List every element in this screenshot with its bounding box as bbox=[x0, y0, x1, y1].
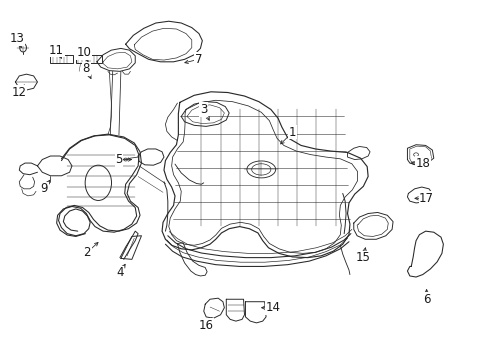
Text: 1: 1 bbox=[288, 126, 296, 139]
Text: 17: 17 bbox=[418, 192, 433, 205]
Text: 5: 5 bbox=[115, 153, 122, 166]
Polygon shape bbox=[125, 21, 202, 62]
Polygon shape bbox=[138, 149, 163, 165]
Text: 11: 11 bbox=[49, 44, 64, 57]
Polygon shape bbox=[162, 92, 367, 258]
Polygon shape bbox=[134, 28, 191, 60]
Text: 15: 15 bbox=[355, 251, 370, 264]
Polygon shape bbox=[353, 212, 392, 239]
Polygon shape bbox=[203, 298, 224, 318]
Polygon shape bbox=[245, 302, 265, 323]
Text: 6: 6 bbox=[422, 293, 429, 306]
Text: 4: 4 bbox=[116, 266, 123, 279]
Polygon shape bbox=[407, 187, 431, 203]
Bar bbox=[50, 55, 73, 63]
Text: 2: 2 bbox=[83, 246, 91, 259]
Text: 13: 13 bbox=[9, 32, 24, 45]
Polygon shape bbox=[97, 48, 135, 71]
Text: 18: 18 bbox=[414, 157, 429, 170]
Polygon shape bbox=[38, 156, 72, 176]
Polygon shape bbox=[407, 145, 433, 165]
Text: 3: 3 bbox=[200, 103, 207, 116]
Polygon shape bbox=[407, 231, 443, 277]
Text: 9: 9 bbox=[41, 182, 48, 195]
Text: 8: 8 bbox=[82, 62, 90, 75]
Text: 7: 7 bbox=[194, 53, 202, 66]
Text: 10: 10 bbox=[76, 46, 91, 59]
Bar bbox=[76, 55, 102, 63]
Text: 16: 16 bbox=[198, 319, 213, 332]
Polygon shape bbox=[181, 102, 229, 126]
Polygon shape bbox=[226, 299, 244, 321]
Text: 14: 14 bbox=[265, 301, 280, 314]
Text: 12: 12 bbox=[12, 86, 27, 99]
